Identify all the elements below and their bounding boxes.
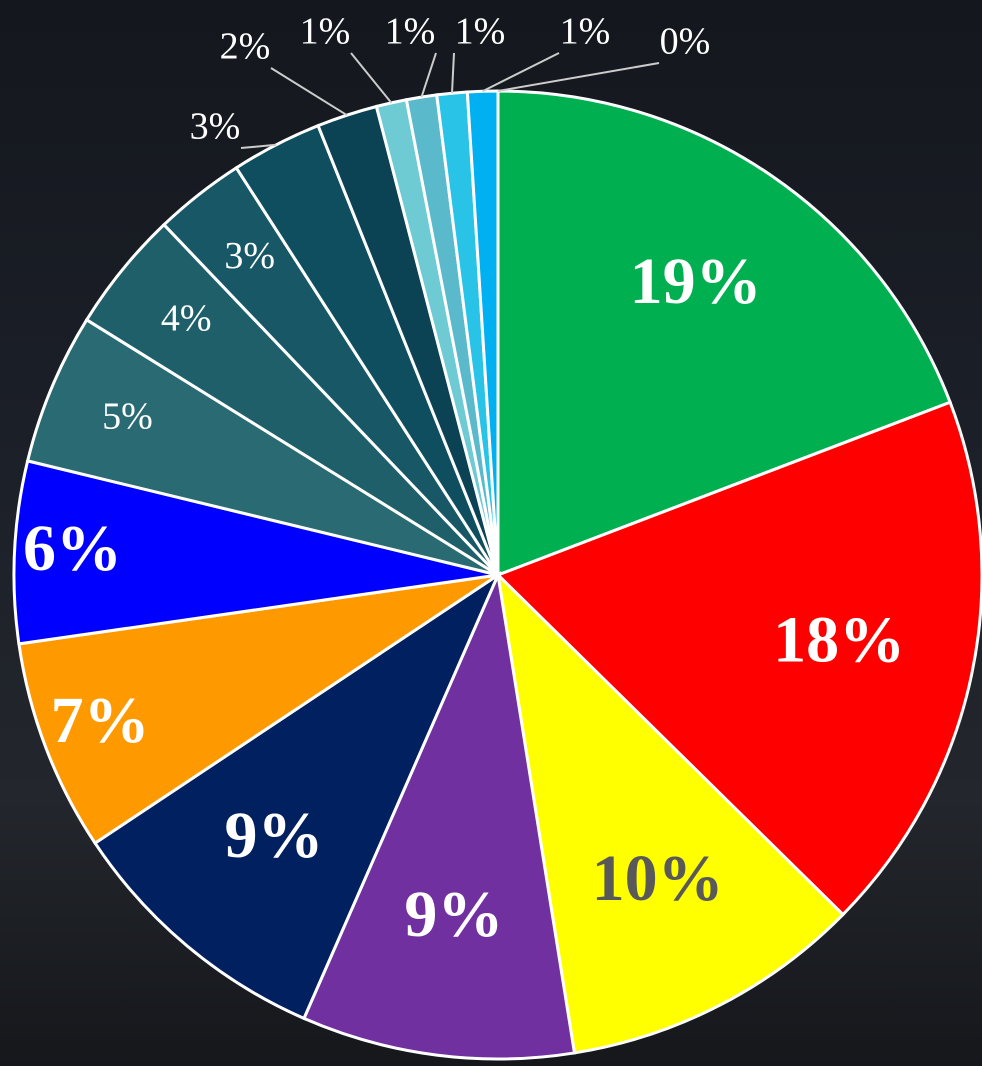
leader-line bbox=[483, 53, 559, 91]
data-label: 5% bbox=[102, 396, 153, 438]
leader-line bbox=[351, 53, 391, 103]
page: 19%18%10%9%9%7%6%5%4%3%3%2%1%1%1%1%0% ((… bbox=[0, 0, 982, 1066]
data-label: 1% bbox=[300, 11, 351, 53]
data-label: 0% bbox=[660, 21, 711, 63]
chart: 19% 18% 10% 9% 9% 7% 6% 5% 4% 3% 3% 2% 1% 1% 1% 1% 0% bbox=[0, 0, 982, 1066]
data-label: 3% bbox=[224, 235, 275, 277]
data-label: 9% bbox=[225, 799, 324, 872]
data-label: 6% bbox=[23, 512, 122, 585]
data-label: 1% bbox=[455, 11, 506, 53]
leader-line bbox=[271, 68, 347, 115]
data-label: 2% bbox=[220, 26, 271, 68]
data-label: 19% bbox=[630, 245, 762, 318]
data-label: 1% bbox=[560, 11, 611, 53]
data-label: 1% bbox=[385, 11, 436, 53]
data-label: 7% bbox=[51, 684, 150, 757]
data-label: 10% bbox=[592, 842, 724, 915]
leader-line bbox=[452, 53, 454, 93]
data-label: 3% bbox=[190, 106, 241, 148]
data-label: 9% bbox=[404, 878, 503, 951]
data-label: 4% bbox=[161, 297, 212, 339]
leader-line bbox=[498, 63, 659, 91]
leader-line bbox=[422, 53, 436, 97]
data-label: 18% bbox=[773, 604, 905, 677]
